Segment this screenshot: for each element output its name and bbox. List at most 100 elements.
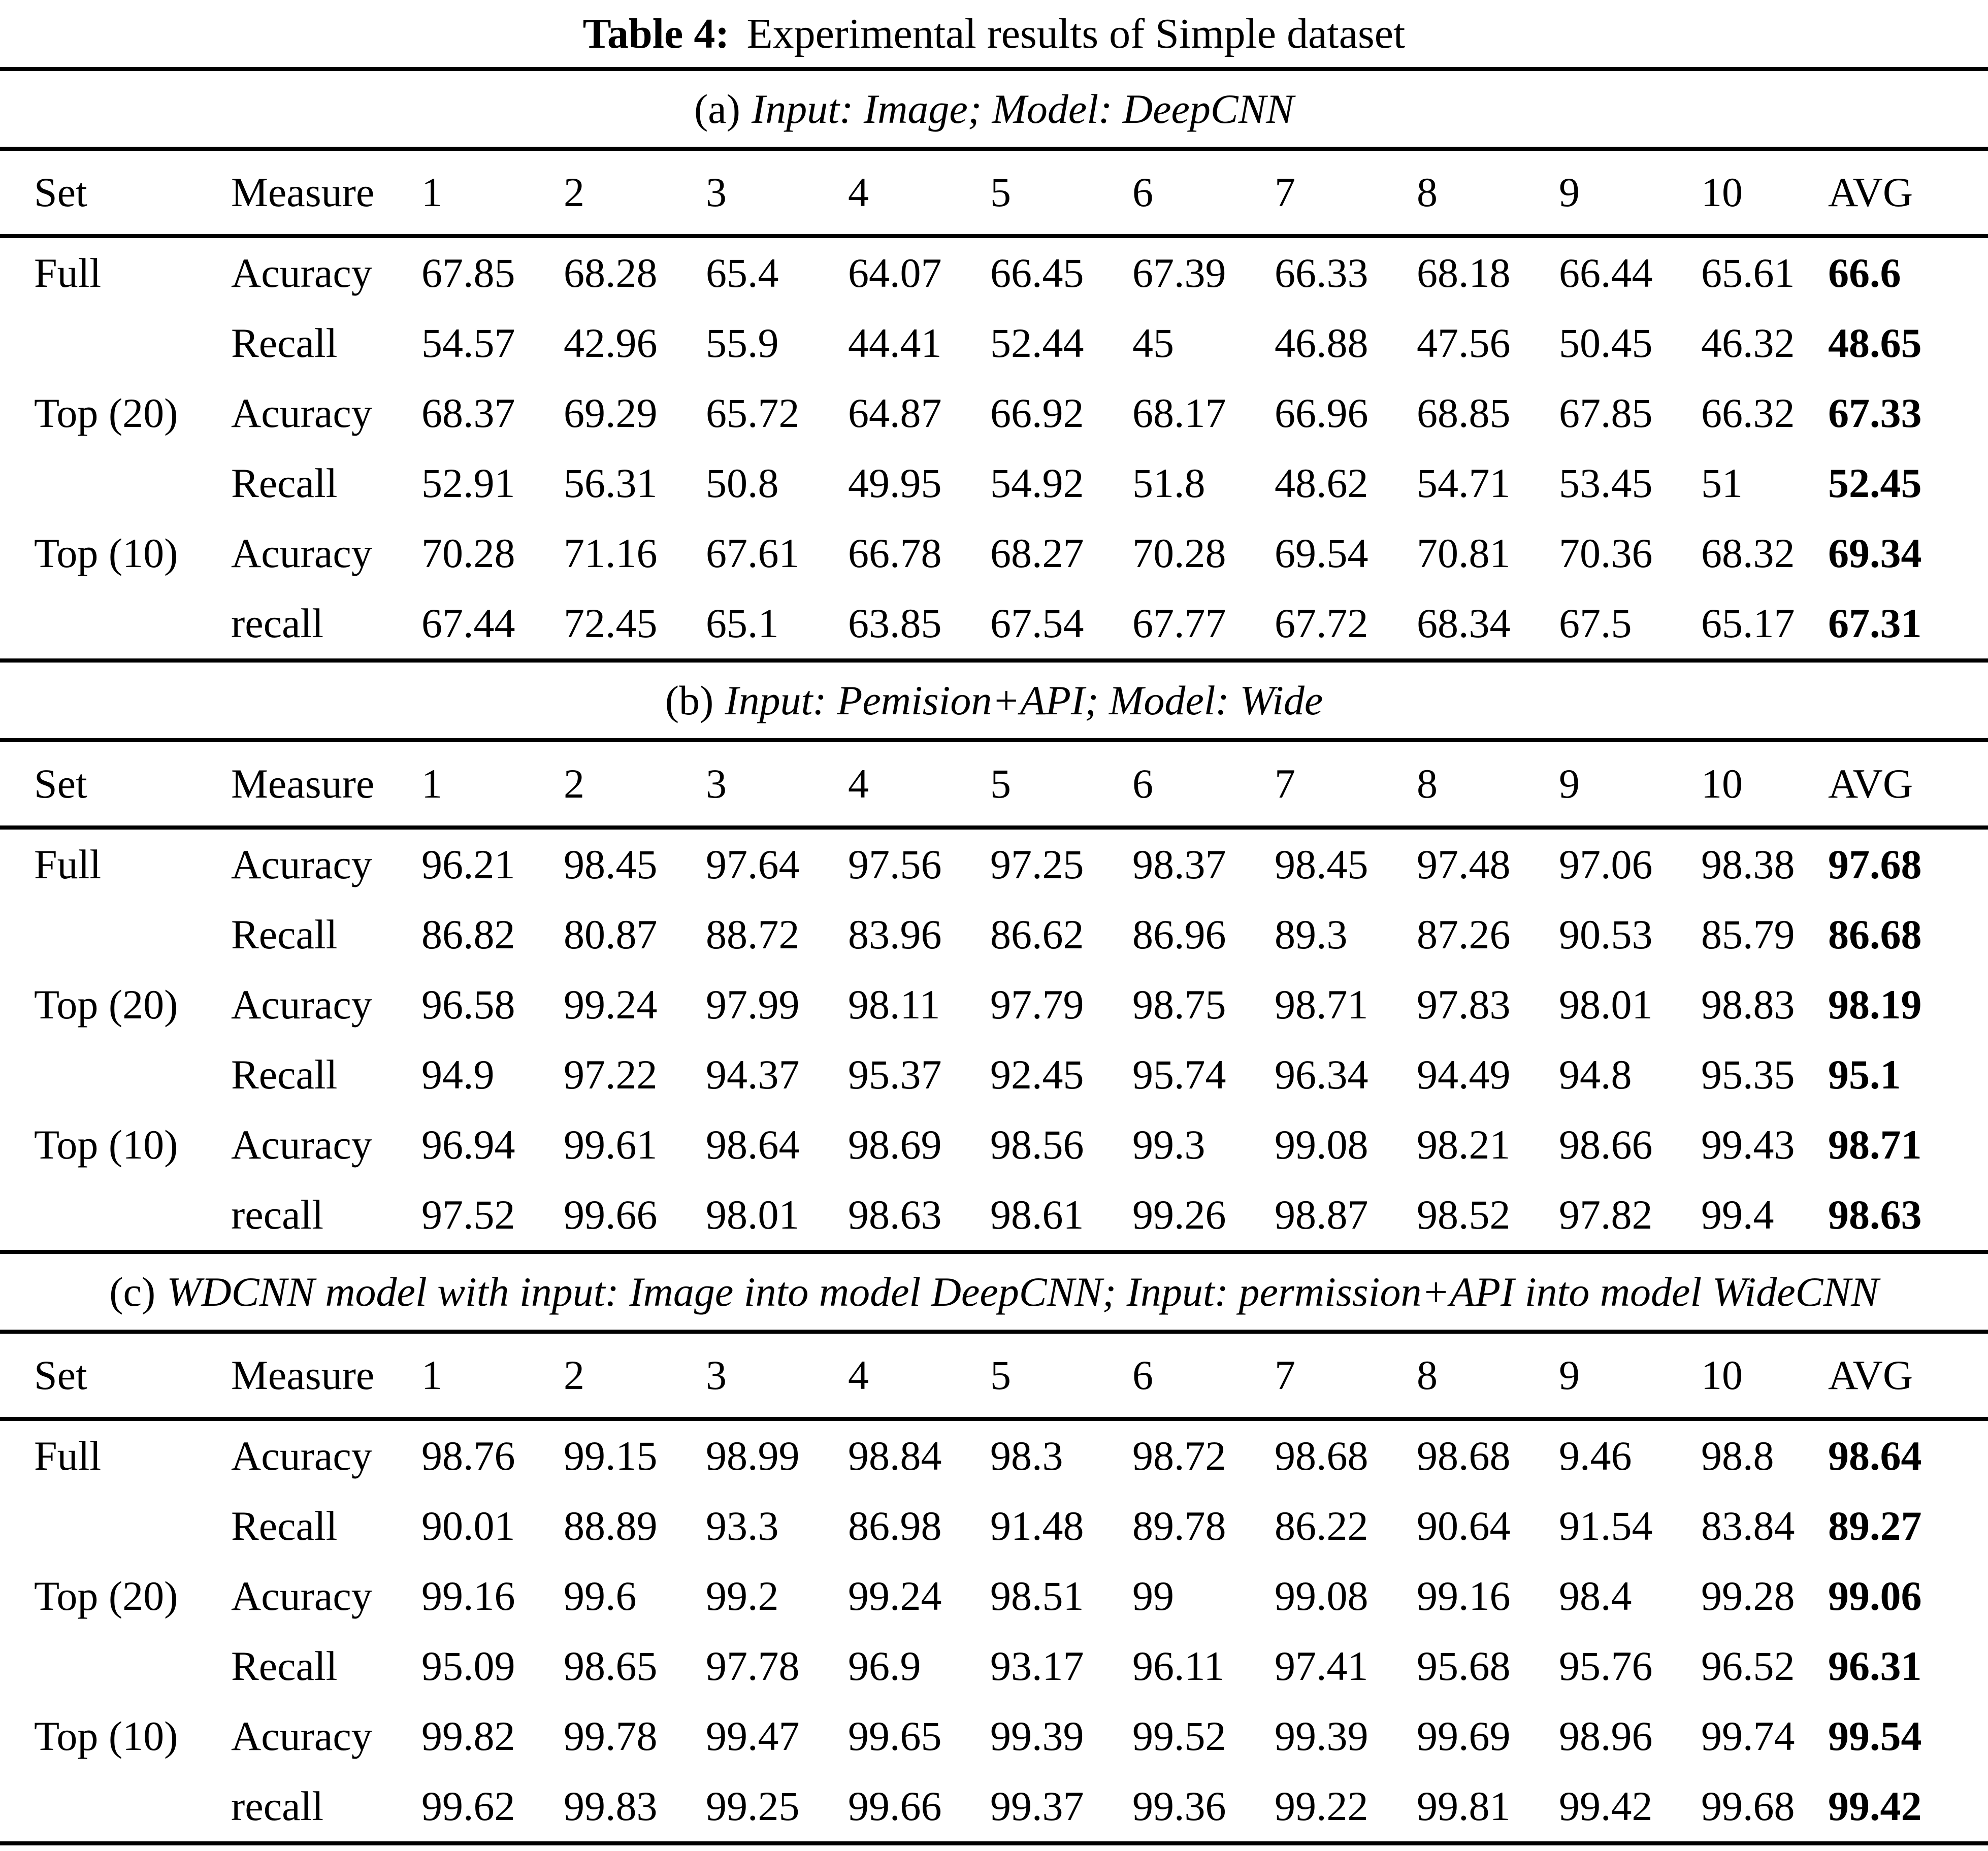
table-row: recall 67.44 72.45 65.1 63.85 67.54 67.77 67.72… (0, 588, 1988, 663)
cell-measure: Acuracy (231, 1713, 372, 1759)
cell-value: 86.96 (1132, 911, 1226, 957)
cell-measure: Recall (231, 460, 338, 506)
cell-value: 50.8 (706, 460, 779, 506)
cell-value: 97.64 (706, 841, 800, 887)
cell-value: 93.3 (706, 1503, 779, 1549)
header-run-5: 5 (990, 169, 1011, 215)
cell-avg: 86.68 (1828, 911, 1922, 957)
cell-value: 96.11 (1132, 1643, 1225, 1689)
cell-value: 98.37 (1132, 841, 1226, 887)
cell-value: 99.4 (1701, 1192, 1774, 1238)
cell-measure: Acuracy (231, 390, 372, 436)
cell-value: 88.72 (706, 911, 800, 957)
caption-text: Input: Image; Model: DeepCNN (752, 85, 1294, 132)
cell-value: 67.44 (421, 600, 515, 646)
cell-value: 96.52 (1701, 1643, 1795, 1689)
table-row: Top (10) Acuracy 70.28 71.16 67.61 66.78 68.27… (0, 518, 1988, 588)
cell-value: 85.79 (1701, 911, 1795, 957)
cell-value: 90.01 (421, 1503, 515, 1549)
table-row: Full Acuracy 67.85 68.28 65.4 64.07 66.45 67.39… (0, 238, 1988, 308)
cell-value: 53.45 (1559, 460, 1653, 506)
table-row: Full Acuracy 96.21 98.45 97.64 97.56 97.25 98.3… (0, 830, 1988, 900)
cell-value: 98.72 (1132, 1433, 1226, 1479)
cell-value: 97.83 (1417, 981, 1511, 1028)
cell-value: 67.85 (1559, 390, 1653, 436)
cell-value: 98.38 (1701, 841, 1795, 887)
cell-value: 52.44 (990, 320, 1084, 366)
cell-value: 99.2 (706, 1573, 779, 1619)
cell-value: 98.64 (706, 1121, 800, 1168)
cell-value: 66.78 (848, 530, 942, 576)
cell-value: 51.8 (1132, 460, 1205, 506)
header-run-3: 3 (706, 169, 727, 215)
caption-text: WDCNN model with input: Image into model… (167, 1268, 1879, 1315)
header-run-4: 4 (848, 1352, 869, 1398)
cell-value: 98.68 (1417, 1433, 1511, 1479)
cell-value: 99.82 (421, 1713, 515, 1759)
cell-value: 99.26 (1132, 1192, 1226, 1238)
cell-value: 99.15 (564, 1433, 658, 1479)
cell-value: 65.61 (1701, 250, 1795, 296)
cell-value: 98.11 (848, 981, 940, 1028)
cell-value: 98.56 (990, 1121, 1084, 1168)
caption-prefix: (a) (694, 85, 740, 132)
cell-value: 67.39 (1132, 250, 1226, 296)
cell-value: 94.49 (1417, 1051, 1511, 1098)
cell-measure: Acuracy (231, 1573, 372, 1619)
header-run-8: 8 (1417, 1352, 1438, 1398)
cell-avg: 97.68 (1828, 841, 1922, 887)
cell-value: 99.52 (1132, 1713, 1226, 1759)
table-row: Full Acuracy 98.76 99.15 98.99 98.84 98.3 98.72… (0, 1421, 1988, 1491)
section-caption: (c) WDCNN model with input: Image into mo… (0, 1254, 1988, 1334)
table-row: Recall 54.57 42.96 55.9 44.41 52.44 45 46.88 47.… (0, 308, 1988, 378)
header-run-3: 3 (706, 761, 727, 807)
cell-set: Top (20) (34, 1573, 178, 1619)
sections-root: (a) Input: Image; Model: DeepCNN Set Measur… (0, 71, 1988, 1845)
cell-value: 66.45 (990, 250, 1084, 296)
cell-value: 98.68 (1275, 1433, 1368, 1479)
cell-value: 98.84 (848, 1433, 942, 1479)
cell-value: 97.48 (1417, 841, 1511, 887)
cell-value: 97.22 (564, 1051, 658, 1098)
cell-value: 90.64 (1417, 1503, 1511, 1549)
cell-value: 69.29 (564, 390, 658, 436)
cell-avg: 98.64 (1828, 1433, 1922, 1479)
cell-value: 97.56 (848, 841, 942, 887)
cell-value: 96.58 (421, 981, 515, 1028)
table-row: Top (20) Acuracy 96.58 99.24 97.99 98.11 97.79… (0, 970, 1988, 1040)
cell-measure: recall (231, 600, 324, 646)
cell-value: 97.79 (990, 981, 1084, 1028)
cell-avg: 95.1 (1828, 1051, 1901, 1098)
cell-value: 99.74 (1701, 1713, 1795, 1759)
cell-value: 98.21 (1417, 1121, 1511, 1168)
cell-value: 99.68 (1701, 1783, 1795, 1829)
header-run-9: 9 (1559, 1352, 1580, 1398)
header-measure: Measure (231, 761, 375, 807)
cell-value: 52.91 (421, 460, 515, 506)
header-avg: AVG (1828, 169, 1913, 215)
cell-value: 99.61 (564, 1121, 658, 1168)
cell-value: 91.54 (1559, 1503, 1653, 1549)
cell-value: 67.54 (990, 600, 1084, 646)
cell-value: 96.21 (421, 841, 515, 887)
cell-value: 97.41 (1275, 1643, 1368, 1689)
cell-value: 68.85 (1417, 390, 1511, 436)
cell-value: 83.84 (1701, 1503, 1795, 1549)
cell-value: 99.36 (1132, 1783, 1226, 1829)
table-row: Top (20) Acuracy 68.37 69.29 65.72 64.87 66.92… (0, 378, 1988, 448)
header-set: Set (34, 761, 87, 807)
cell-measure: Acuracy (231, 530, 372, 576)
cell-value: 99.24 (564, 981, 658, 1028)
cell-value: 99.66 (564, 1192, 658, 1238)
cell-value: 70.28 (1132, 530, 1226, 576)
cell-value: 72.45 (564, 600, 658, 646)
header-run-10: 10 (1701, 169, 1743, 215)
cell-value: 94.9 (421, 1051, 495, 1098)
section-a: (a) Input: Image; Model: DeepCNN Set Measur… (0, 71, 1988, 663)
cell-value: 99.08 (1275, 1121, 1368, 1168)
cell-value: 92.45 (990, 1051, 1084, 1098)
section-caption: (b) Input: Pemision+API; Model: Wide (0, 663, 1988, 742)
cell-set: Top (10) (34, 1713, 178, 1759)
cell-measure: Recall (231, 1503, 338, 1549)
cell-avg: 89.27 (1828, 1503, 1922, 1549)
